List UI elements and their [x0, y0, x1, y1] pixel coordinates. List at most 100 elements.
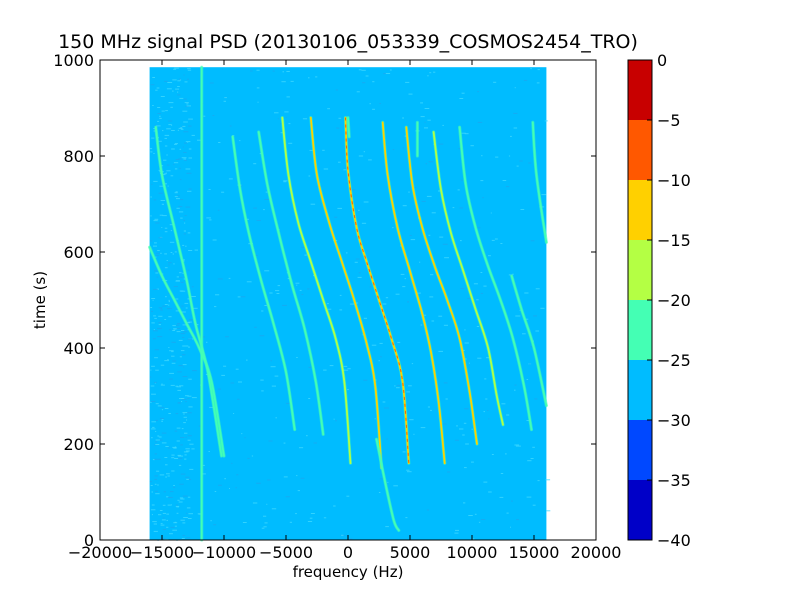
noise-pixel: [178, 78, 181, 80]
noise-pixel: [374, 418, 376, 420]
noise-pixel: [535, 288, 540, 290]
noise-pixel: [154, 458, 156, 460]
noise-pixel: [358, 69, 362, 71]
trace-2: [231, 135, 296, 431]
noise-pixel: [167, 504, 171, 506]
noise-pixel: [464, 342, 469, 344]
noise-pixel: [459, 428, 464, 430]
noise-pixel: [322, 149, 325, 151]
noise-pixel: [393, 485, 398, 487]
noise-pixel: [483, 481, 488, 483]
noise-pixel: [159, 117, 162, 119]
noise-pixel: [487, 410, 489, 411]
noise-pixel: [177, 323, 181, 325]
noise-pixel: [500, 243, 503, 244]
noise-pixel: [185, 168, 191, 170]
noise-pixel: [173, 486, 176, 488]
noise-pixel: [482, 197, 484, 199]
noise-pixel: [464, 408, 469, 410]
noise-pixel: [173, 68, 177, 70]
noise-pixel: [165, 172, 167, 174]
colorbar-tick-label: −30: [657, 411, 691, 430]
noise-pixel: [420, 102, 423, 104]
noise-pixel: [225, 336, 229, 338]
noise-pixel: [150, 376, 152, 378]
noise-pixel: [429, 72, 432, 74]
noise-pixel: [155, 419, 158, 421]
noise-pixel: [187, 190, 192, 192]
noise-pixel: [164, 173, 167, 175]
noise-pixel: [184, 458, 187, 460]
noise-pixel: [443, 324, 448, 326]
noise-pixel: [264, 199, 269, 200]
noise-pixel: [167, 359, 169, 360]
noise-pixel: [438, 315, 443, 317]
noise-pixel: [166, 519, 168, 521]
noise-pixel: [158, 322, 162, 324]
noise-pixel: [253, 163, 257, 165]
noise-pixel: [170, 491, 174, 493]
noise-pixel: [153, 330, 158, 332]
noise-pixel: [476, 326, 480, 327]
noise-pixel: [169, 372, 174, 374]
noise-pixel: [483, 411, 485, 413]
noise-pixel: [172, 79, 177, 81]
noise-pixel: [214, 306, 217, 308]
colorbar-tick-label: −25: [657, 351, 691, 370]
noise-pixel: [323, 369, 327, 371]
noise-pixel: [470, 145, 474, 147]
noise-pixel: [514, 384, 517, 386]
noise-pixel: [187, 68, 191, 70]
noise-pixel: [179, 179, 182, 181]
noise-pixel: [166, 88, 172, 90]
noise-pixel: [385, 73, 391, 74]
noise-pixel: [150, 196, 152, 198]
noise-pixel: [488, 255, 491, 257]
noise-pixel: [162, 529, 166, 530]
noise-pixel: [402, 205, 407, 207]
noise-pixel: [514, 389, 516, 391]
noise-pixel: [171, 148, 175, 150]
noise-pixel: [515, 445, 521, 447]
noise-pixel: [172, 529, 177, 531]
noise-pixel: [175, 385, 179, 387]
noise-pixel: [159, 417, 165, 419]
noise-pixel: [150, 428, 156, 430]
noise-pixel: [187, 435, 192, 437]
noise-pixel: [213, 524, 217, 526]
noise-pixel: [171, 470, 175, 472]
noise-pixel: [161, 442, 167, 444]
noise-pixel: [173, 485, 175, 486]
noise-pixel: [334, 216, 338, 218]
y-tick-label: 400: [63, 339, 94, 358]
noise-pixel: [153, 245, 157, 247]
noise-pixel: [461, 92, 465, 94]
noise-pixel: [167, 308, 173, 310]
noise-pixel: [153, 523, 157, 525]
noise-pixel: [170, 175, 174, 177]
noise-pixel: [169, 241, 175, 243]
noise-pixel: [179, 356, 182, 358]
noise-pixel: [181, 538, 185, 539]
noise-pixel: [155, 444, 160, 445]
noise-pixel: [150, 485, 153, 486]
noise-pixel: [526, 496, 532, 498]
noise-pixel: [283, 442, 286, 444]
noise-pixel: [183, 233, 186, 235]
noise-pixel: [246, 281, 252, 283]
trace-9: [432, 131, 504, 426]
noise-pixel: [164, 227, 168, 229]
noise-pixel: [188, 148, 192, 150]
noise-pixel: [296, 284, 298, 286]
noise-pixel: [166, 473, 170, 475]
noise-pixel: [165, 446, 169, 447]
noise-pixel: [382, 401, 386, 403]
colorbar-band: [628, 180, 652, 240]
noise-pixel: [182, 146, 184, 148]
noise-pixel: [464, 329, 466, 331]
noise-pixel: [221, 374, 225, 376]
noise-pixel: [284, 111, 289, 113]
noise-pixel: [175, 310, 181, 312]
noise-pixel: [408, 191, 410, 193]
noise-pixel: [253, 207, 257, 209]
